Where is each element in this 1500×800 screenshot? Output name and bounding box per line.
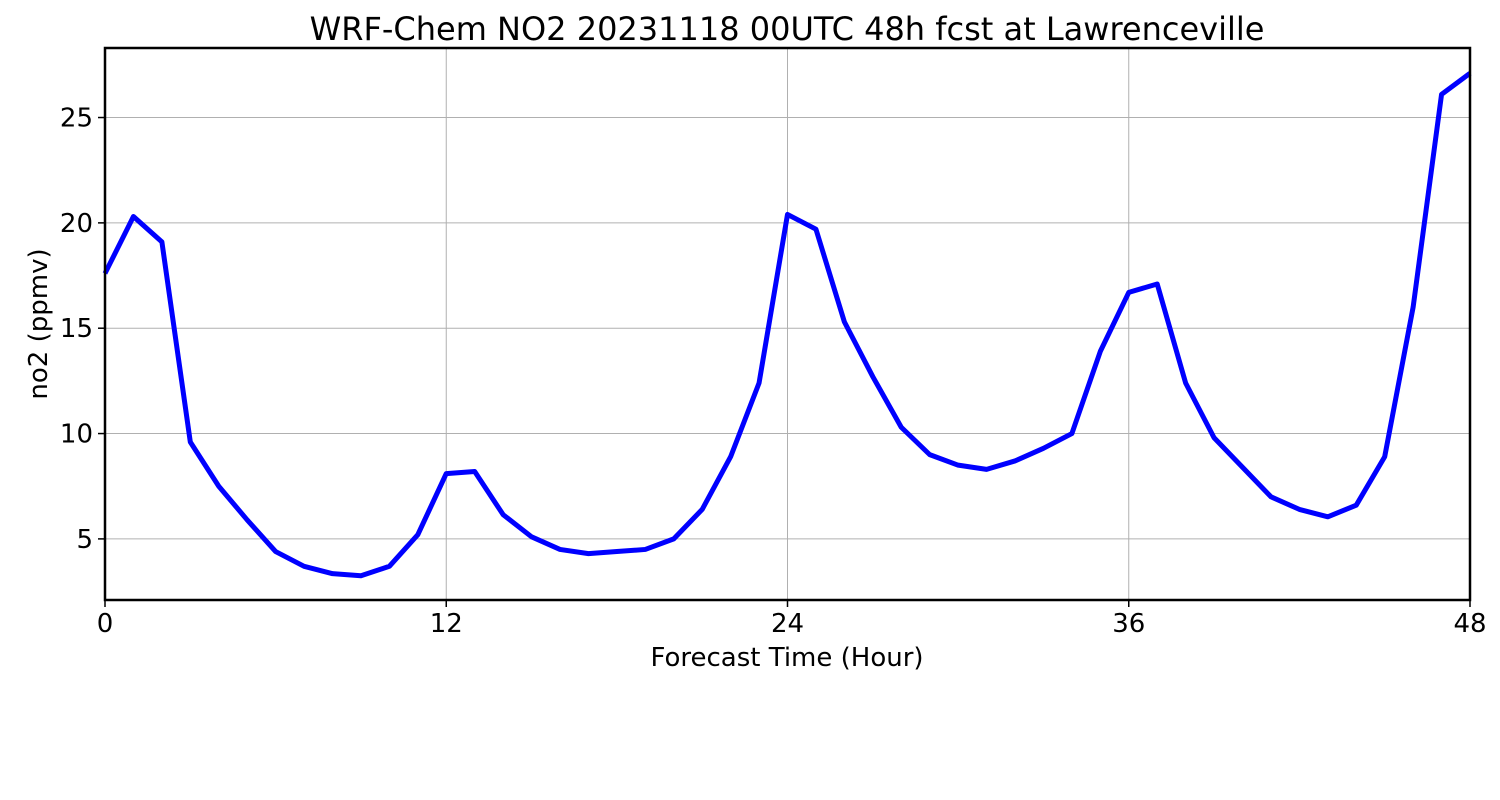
x-tick-label: 48 bbox=[1453, 609, 1486, 639]
y-axis-label: no2 (ppmv) bbox=[24, 248, 54, 399]
y-tick-label: 15 bbox=[60, 314, 93, 344]
y-tick-label: 10 bbox=[60, 420, 93, 450]
x-tick-label: 24 bbox=[771, 609, 804, 639]
y-tick-label: 20 bbox=[60, 209, 93, 239]
no2-series-line bbox=[102, 71, 1472, 579]
x-tick-label: 12 bbox=[430, 609, 463, 639]
grid bbox=[104, 48, 1471, 600]
y-tick-label: 25 bbox=[60, 104, 93, 134]
chart-title: WRF-Chem NO2 20231118 00UTC 48h fcst at … bbox=[310, 10, 1265, 48]
axis-ticks: 0 12 24 36 48 5 10 15 20 25 bbox=[60, 104, 1487, 639]
series-layer bbox=[102, 71, 1472, 579]
y-tick-label: 5 bbox=[76, 525, 93, 555]
x-tick-label: 0 bbox=[97, 609, 114, 639]
x-tick-label: 36 bbox=[1112, 609, 1145, 639]
x-axis-label: Forecast Time (Hour) bbox=[650, 643, 923, 673]
